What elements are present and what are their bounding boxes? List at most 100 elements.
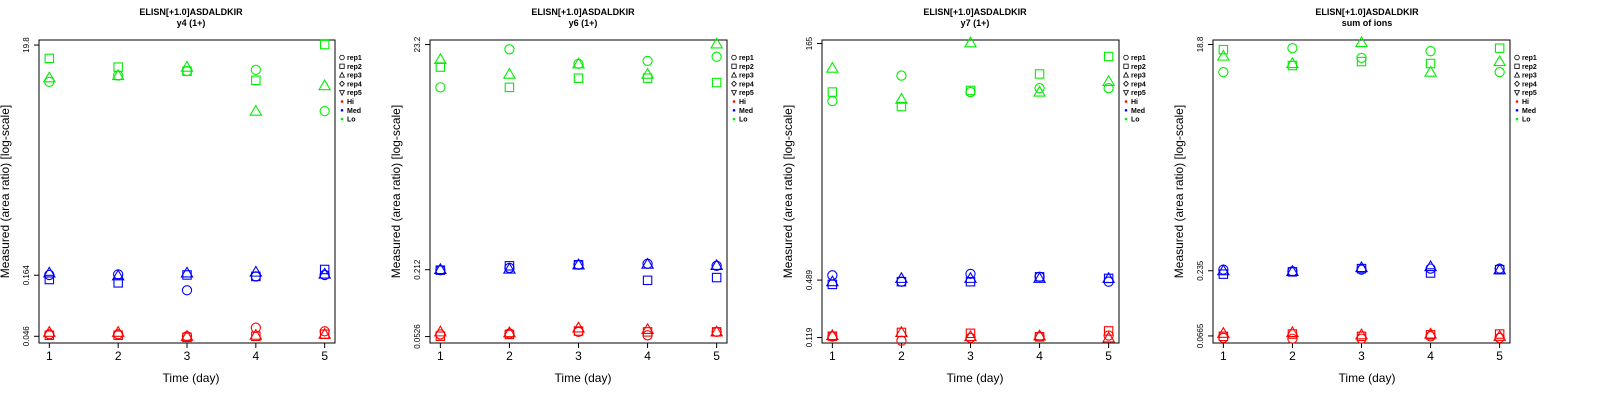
legend-entry: rep1 [1522,55,1537,62]
legend-entry: rep5 [739,90,754,97]
data-point-med-rep3 [502,262,516,274]
data-point-hi-rep2 [44,330,55,341]
data-point-hi-rep3 [963,329,978,342]
legend-marker [730,71,738,78]
data-point-med-rep3 [318,267,332,279]
data-point-med-rep2 [965,276,976,287]
legend-marker [731,54,737,61]
legend-marker [1514,80,1520,87]
data-point-hi-rep3 [180,329,194,341]
data-point-med-rep2 [113,278,123,288]
data-point-lo-rep3 [825,61,839,73]
data-point-med-rep3 [963,271,978,283]
y-tick-label: 0.0526 [413,324,422,349]
legend-marker [340,117,344,121]
data-point-lo-rep1 [1494,66,1505,78]
data-point-lo-rep3 [641,67,655,79]
data-point-lo-rep3 [111,68,125,81]
y-tick-label: 18.8 [1196,36,1205,52]
data-point-lo-rep2 [319,39,330,50]
legend-entry: Lo [739,117,748,124]
legend-marker [1514,63,1520,69]
x-tick-label: 4 [644,349,651,363]
y-axis-label: Measured (area ratio) [log-scale] [389,105,403,278]
data-point-lo-rep3 [963,36,978,48]
data-point-hi-rep2 [113,330,123,341]
data-point-hi-rep3 [1354,328,1369,340]
data-point-med-rep3 [1033,271,1047,283]
data-point-lo-rep2 [1425,58,1436,69]
data-point-lo-rep2 [504,82,515,93]
data-point-med-rep3 [249,265,263,277]
data-point-lo-rep1 [435,82,446,93]
legend-entry: Med [347,108,361,115]
y-tick-label: 23.2 [413,36,422,52]
data-point-lo-rep3 [318,78,332,91]
legend-marker [339,63,345,69]
chart-subtitle: y6 (1+) [569,18,598,28]
legend-entry: Hi [739,99,746,106]
x-tick-label: 2 [898,349,905,363]
data-point-lo-rep3 [1354,35,1369,48]
data-point-lo-rep1 [896,70,907,81]
x-tick-label: 5 [713,349,720,363]
legend-entry: rep1 [347,55,362,62]
y-tick-label: 19.8 [22,37,31,53]
x-tick-label: 4 [252,349,259,363]
legend-entry: rep4 [1522,81,1537,88]
data-point-lo-rep2 [1218,44,1229,55]
x-tick-label: 2 [506,349,513,363]
chart-subtitle: y7 (1+) [961,18,990,28]
legend-entry: rep3 [1522,73,1537,80]
data-point-med-rep3 [1424,259,1438,272]
legend-entry: rep3 [347,73,362,80]
x-tick-label: 5 [1105,349,1112,363]
legend-entry: rep1 [739,55,754,62]
data-point-hi-rep3 [1216,326,1230,338]
data-point-lo-rep1 [1425,46,1436,57]
data-point-lo-rep3 [894,92,908,104]
legend-marker [1515,117,1519,121]
data-point-hi-rep1 [642,330,653,341]
data-point-lo-rep3 [571,57,586,69]
x-axis-label: Time (day) [555,371,612,385]
x-tick-label: 4 [1036,349,1043,363]
data-point-lo-rep3 [1493,54,1507,67]
x-tick-label: 3 [184,349,191,363]
legend-entry: Hi [1522,99,1529,106]
data-point-lo-rep2 [435,62,446,72]
legend-marker [338,90,346,97]
data-point-lo-rep1 [1287,43,1298,54]
data-point-med-rep1 [319,269,330,281]
x-tick-label: 1 [437,349,444,363]
data-point-hi-rep3 [571,321,586,333]
data-point-med-rep3 [1354,260,1369,273]
data-point-hi-rep3 [710,325,724,337]
legend-entry: Med [739,108,753,115]
data-point-lo-rep3 [1102,74,1116,86]
data-point-hi-rep1 [250,322,261,333]
data-point-hi-rep2 [573,326,584,336]
data-point-med-rep2 [1425,268,1436,278]
data-point-hi-rep2 [965,328,976,339]
legend-marker [339,80,345,87]
chart-subtitle: sum of ions [1342,18,1393,28]
data-point-lo-rep2 [1103,51,1114,62]
legend-marker [1515,100,1519,103]
data-point-lo-rep3 [1216,49,1230,61]
data-point-lo-rep3 [710,37,724,49]
data-point-med-rep2 [1218,269,1229,279]
legend-entry: rep5 [1522,90,1537,97]
legend-marker [338,71,346,78]
x-axis-label: Time (day) [947,371,1004,385]
y-tick-label: 0.119 [805,327,814,347]
data-point-lo-rep1 [1103,83,1114,94]
legend-marker [1123,54,1129,61]
data-point-lo-rep1 [250,64,261,76]
data-point-hi-rep3 [111,325,125,337]
